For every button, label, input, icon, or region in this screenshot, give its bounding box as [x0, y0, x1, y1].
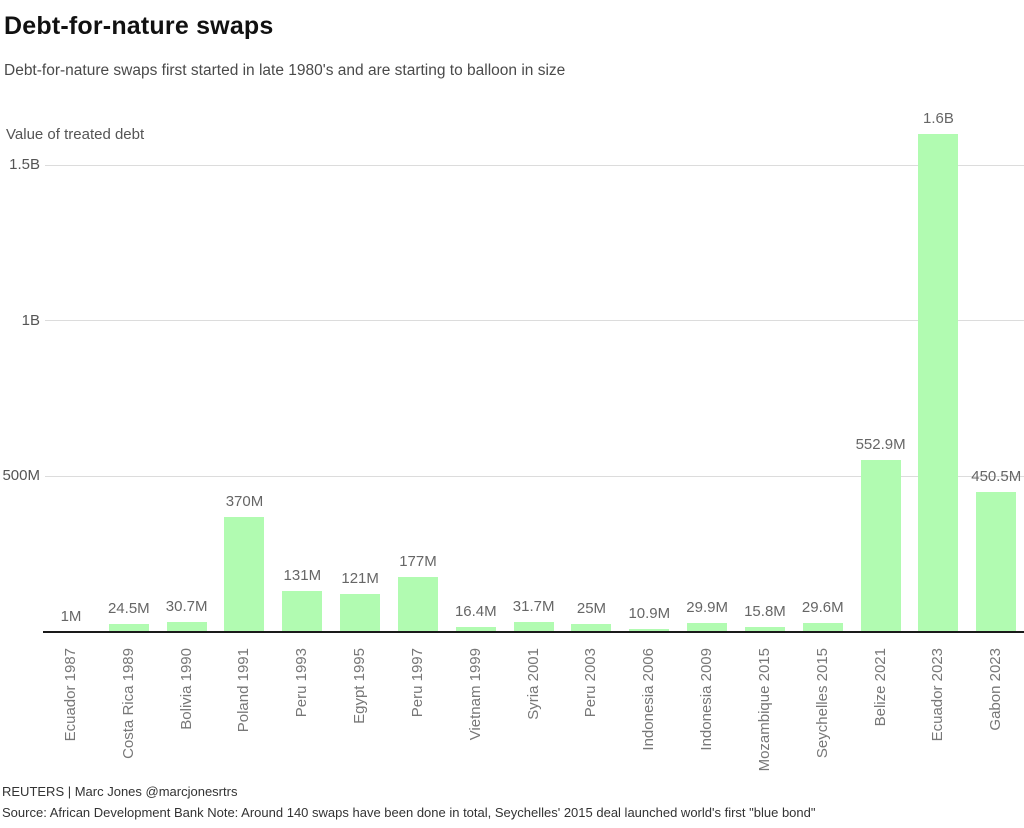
bar-value-label: 552.9M: [855, 435, 906, 453]
x-axis-category-label: Indonesia 2009: [698, 648, 716, 751]
bar-value-label: 1M: [60, 607, 82, 625]
chart-subtitle: Debt-for-nature swaps first started in l…: [4, 62, 566, 79]
bar-value-label: 31.7M: [512, 598, 555, 616]
x-axis-category-label: Gabon 2023: [987, 648, 1005, 731]
x-axis-category-label: Peru 1993: [293, 648, 311, 718]
bar-value-label: 15.8M: [744, 603, 786, 621]
bar-value-label: 29.6M: [801, 598, 844, 616]
x-axis-category-label: Indonesia 2006: [640, 648, 658, 751]
gridline-1.5B: [45, 164, 1024, 166]
x-axis-category-label: Peru 2003: [582, 648, 600, 718]
x-axis-category-label: Egypt 1995: [351, 648, 369, 724]
x-axis-baseline: [43, 631, 1024, 633]
bar: [687, 622, 728, 632]
x-axis-category-label: Mozambique 2015: [755, 648, 773, 772]
bar-value-label: 121M: [341, 570, 379, 588]
bar: [571, 624, 612, 632]
bar: [455, 626, 496, 632]
x-axis-category-label: Poland 1991: [235, 648, 253, 733]
x-axis-category-label: Bolivia 1990: [177, 648, 195, 730]
bar-value-label: 10.9M: [628, 604, 671, 622]
bar: [224, 516, 265, 632]
gridline-500M: [45, 475, 1024, 477]
bar-value-label: 1.6B: [923, 110, 954, 128]
y-tick-label: 1B: [21, 311, 40, 329]
footer-source-note: Source: African Development Bank Note: A…: [2, 805, 816, 820]
bar: [282, 591, 323, 632]
bar-value-label: 25M: [576, 600, 607, 618]
bar: [860, 459, 901, 632]
gridline-1B: [45, 320, 1024, 322]
bar: [918, 134, 959, 632]
bar: [108, 624, 149, 632]
bar-value-label: 30.7M: [165, 598, 208, 616]
bar: [976, 491, 1017, 632]
bar-value-label: 24.5M: [107, 600, 150, 618]
bar-value-label: 177M: [399, 552, 437, 570]
y-tick-label: 1.5B: [9, 156, 40, 174]
bar-value-label: 29.9M: [686, 598, 728, 616]
footer-credit: REUTERS | Marc Jones @marcjonesrtrs: [2, 784, 238, 799]
bar-value-label: 16.4M: [454, 602, 497, 620]
bar-value-label: 131M: [283, 567, 322, 585]
x-axis-category-label: Ecuador 2023: [929, 648, 947, 742]
x-axis-category-label: Belize 2021: [871, 648, 889, 727]
bar-value-label: 370M: [225, 492, 264, 510]
y-tick-label: 500M: [2, 467, 40, 485]
x-axis-category-label: Vietnam 1999: [466, 648, 484, 741]
bar-value-label: 450.5M: [971, 467, 1022, 485]
x-axis-category-label: Costa Rica 1989: [119, 648, 137, 759]
bar: [744, 627, 785, 632]
x-axis-category-label: Seychelles 2015: [813, 648, 831, 759]
x-axis-category-label: Peru 1997: [408, 648, 426, 718]
bar: [397, 576, 438, 632]
x-axis-category-label: Ecuador 1987: [62, 648, 79, 742]
bar: [166, 622, 207, 632]
bar: [802, 622, 843, 632]
bar: [340, 594, 381, 632]
chart-title: Debt-for-nature swaps: [4, 12, 274, 40]
x-axis-category-label: Syria 2001: [524, 648, 542, 720]
y-axis-title: Value of treated debt: [6, 126, 145, 143]
bar: [513, 622, 554, 632]
bar: [629, 628, 670, 632]
